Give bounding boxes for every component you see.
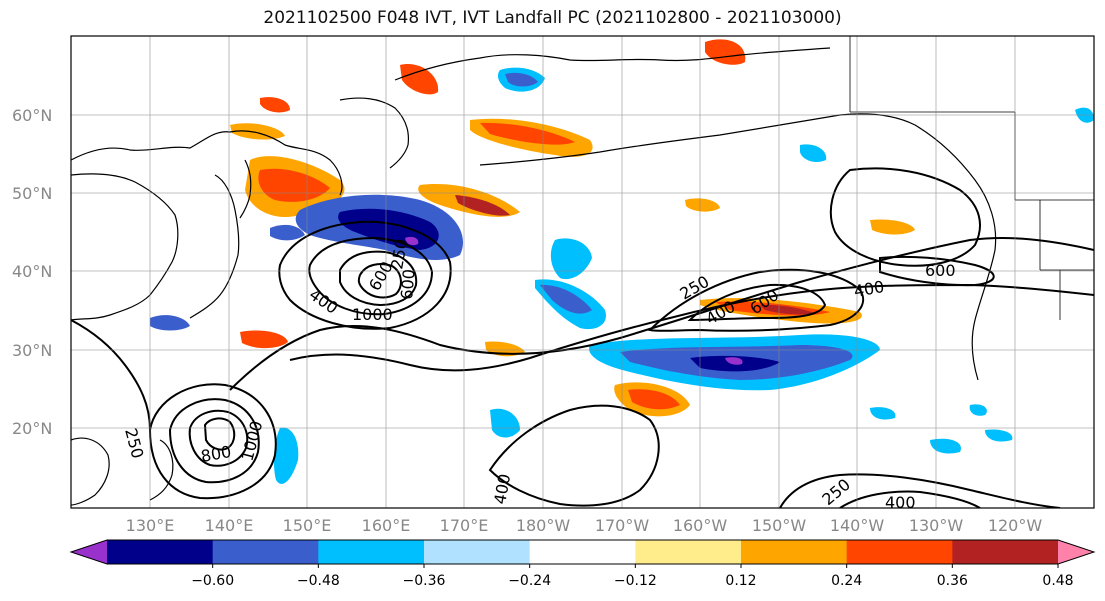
negative-anomaly-shading (150, 67, 1094, 484)
lon-label: 130°E (126, 516, 175, 535)
gridlines (71, 36, 1094, 508)
colorbar-tick-label: 0.24 (831, 573, 862, 589)
colorbar-tick-label: 0.48 (1042, 573, 1073, 589)
plot-frame (70, 35, 1095, 509)
colorbar: −0.60 −0.48 −0.36 −0.24 −0.12 0.12 0.24 0.36 0.4… (69, 539, 1096, 589)
lat-label: 40°N (12, 262, 52, 281)
lon-label: 150°W (752, 516, 807, 535)
lat-label: 20°N (12, 419, 52, 438)
colorbar-swatch (529, 540, 636, 564)
colorbar-tick-label: 0.12 (725, 573, 756, 589)
positive-anomaly-shading (230, 39, 915, 417)
lon-label: 170°E (440, 516, 489, 535)
lon-label: 180°W (516, 516, 571, 535)
colorbar-tick-label: −0.48 (297, 573, 340, 589)
lon-label: 140°W (830, 516, 885, 535)
colorbar-tick-label: −0.12 (614, 573, 657, 589)
colorbar-tick-label: 0.36 (937, 573, 968, 589)
contour-label: 400 (885, 493, 916, 512)
contour-label: 600 (925, 261, 956, 280)
colorbar-swatch (107, 540, 214, 564)
colorbar-swatch (635, 540, 742, 564)
contour-label: 600 (397, 268, 419, 300)
colorbar-swatch (846, 540, 953, 564)
colorbar-outline (69, 539, 1096, 565)
colorbar-extend-min (71, 540, 107, 564)
lon-label: 160°W (673, 516, 728, 535)
lat-label: 30°N (12, 341, 52, 360)
lon-label: 170°W (595, 516, 650, 535)
colorbar-swatch (952, 540, 1059, 564)
contour-label: 1000 (352, 305, 393, 324)
colorbar-swatch (212, 540, 319, 564)
lat-label: 60°N (12, 106, 52, 125)
colorbar-swatch (318, 540, 425, 564)
colorbar-swatch (424, 540, 531, 564)
colorbar-tick-label: −0.24 (508, 573, 551, 589)
map-title: 2021102500 F048 IVT, IVT Landfall PC (20… (263, 8, 842, 28)
lon-label: 120°W (988, 516, 1043, 535)
colorbar-tick-label: −0.60 (191, 573, 234, 589)
colorbar-tick-label: −0.36 (403, 573, 446, 589)
colorbar-extend-max (1058, 540, 1094, 564)
longitude-labels: 130°E 140°E 150°E 160°E 170°E 180°W 170°… (126, 516, 1043, 535)
lon-label: 140°E (205, 516, 254, 535)
lon-label: 150°E (283, 516, 332, 535)
lon-label: 160°E (362, 516, 411, 535)
lon-label: 130°W (909, 516, 964, 535)
ivt-contours (71, 167, 1094, 508)
colorbar-swatch (741, 540, 848, 564)
latitude-labels: 60°N 50°N 40°N 30°N 20°N (12, 106, 52, 438)
lat-label: 50°N (12, 184, 52, 203)
